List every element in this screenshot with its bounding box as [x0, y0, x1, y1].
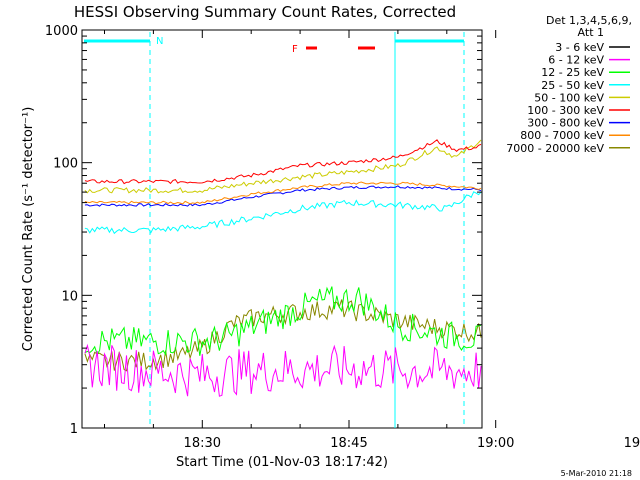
legend-label: 100 - 300 keV [527, 104, 604, 117]
y-tick-label: 1000 [45, 24, 78, 39]
x-tick-label: 18:30 [184, 436, 221, 451]
y-axis-ticks: 1 10 100 1000 [45, 24, 482, 437]
y-tick-label: 1 [70, 422, 78, 437]
footer-date: 5-Mar-2010 21:18 [561, 469, 632, 478]
legend-label: 300 - 800 keV [527, 117, 604, 130]
x-tick-label: 19:15 [624, 436, 640, 451]
legend-label: 800 - 7000 keV [520, 129, 604, 142]
series-line [84, 286, 482, 356]
series-line [84, 139, 482, 185]
x-tick-label: 18:45 [330, 436, 367, 451]
series-line [84, 185, 482, 207]
plot-frame [81, 29, 483, 429]
series-line [84, 139, 482, 194]
x-tick-label: 19:00 [477, 436, 514, 451]
y-tick-label: 100 [53, 157, 78, 172]
series-layer [84, 139, 482, 397]
legend-label: 6 - 12 keV [548, 54, 604, 67]
y-tick-label: 10 [61, 289, 78, 304]
legend-header-line-2: Att 1 [578, 26, 604, 39]
series-line [84, 191, 482, 235]
legend-label: 50 - 100 keV [534, 91, 604, 104]
legend-label: 25 - 50 keV [541, 79, 604, 92]
flare-flag-label: F [292, 44, 298, 55]
legend-header-line-1: Det 1,3,4,5,6,9, [546, 14, 632, 27]
night-flag-label: N [156, 36, 163, 47]
x-axis-label: Start Time (01-Nov-03 18:17:42) [176, 455, 388, 470]
chart-title: HESSI Observing Summary Count Rates, Cor… [74, 3, 456, 21]
legend-label: 3 - 6 keV [555, 41, 604, 54]
series-line [84, 343, 482, 397]
observing-period-markers: NF [84, 32, 465, 428]
series-line [84, 181, 482, 205]
series-line [84, 299, 482, 372]
y-axis-label: Corrected Count Rate (s⁻¹ detector⁻¹) [21, 107, 36, 352]
legend-label: 7000 - 20000 keV [506, 142, 604, 155]
legend-label: 12 - 25 keV [541, 66, 604, 79]
